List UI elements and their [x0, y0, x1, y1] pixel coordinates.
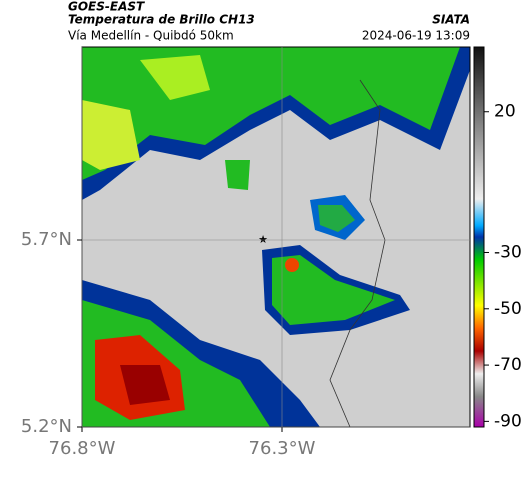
- source: GOES-EAST: [68, 0, 145, 14]
- agency: SIATA: [432, 13, 470, 27]
- timestamp: 2024-06-19 13:09: [362, 29, 470, 43]
- y-tick-label: 5.2°N: [21, 416, 72, 437]
- colorbar-label: -90: [494, 411, 522, 431]
- colorbar-label: -70: [494, 355, 522, 375]
- colorbar: [473, 46, 485, 428]
- x-tick-label: 76.8°W: [49, 438, 116, 459]
- region: Vía Medellín - Quibdó 50km: [68, 29, 234, 43]
- location-marker: ★: [258, 233, 268, 246]
- colorbar-label: 20: [494, 102, 516, 122]
- brightness-field: [82, 47, 470, 427]
- colorbar-label: -50: [494, 299, 522, 319]
- y-tick-label: 5.7°N: [21, 229, 72, 250]
- colorbar-label: -30: [494, 242, 522, 262]
- x-tick-label: 76.3°W: [249, 438, 316, 459]
- product: Temperatura de Brillo CH13: [68, 13, 255, 27]
